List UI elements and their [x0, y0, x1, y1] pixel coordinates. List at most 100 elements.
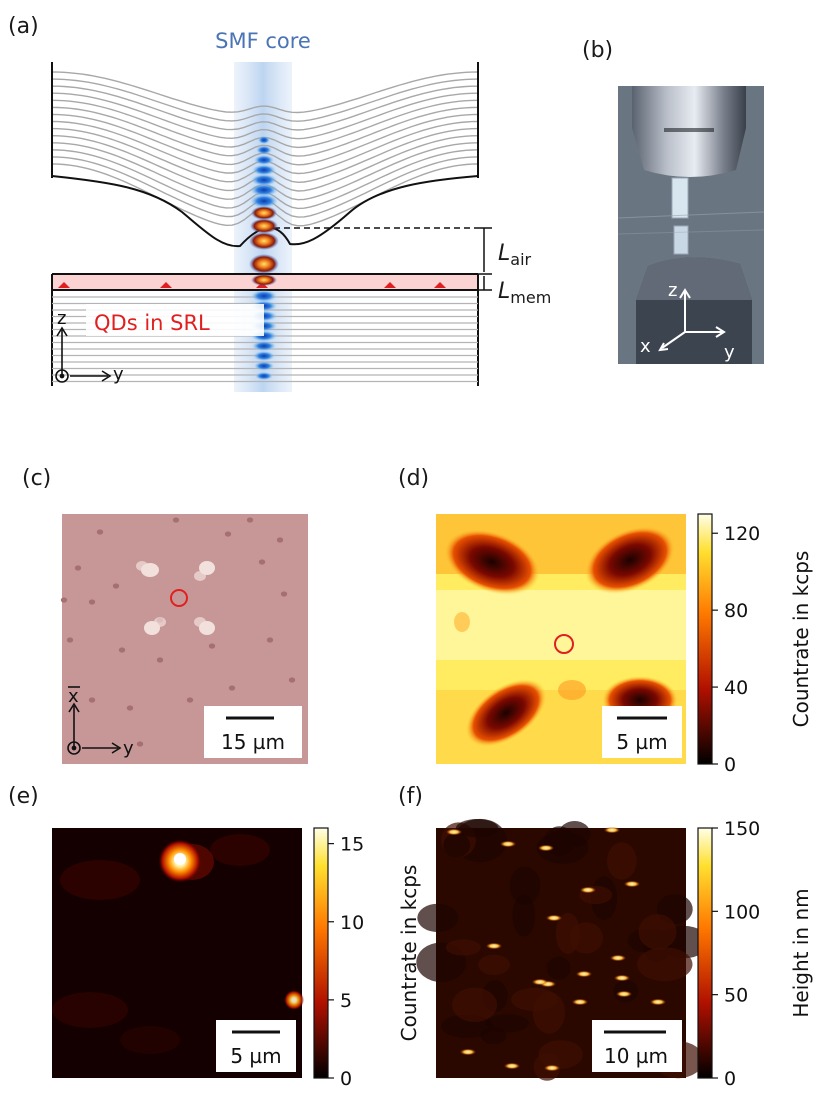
- afm-grain: [532, 991, 566, 1034]
- scalebar-box-e: [216, 1020, 296, 1072]
- mode-lobe: [255, 372, 273, 380]
- dark-region: [465, 679, 547, 747]
- surface-defects: [60, 517, 296, 747]
- qd-dot: [572, 998, 588, 1006]
- mode-lobe: [251, 274, 277, 286]
- axis-indicator-a: [55, 326, 112, 383]
- panel-a-schematic: Lair Lmem SMF core QDs in SRL z y: [51, 29, 551, 392]
- panel-label-c: (c): [22, 466, 52, 491]
- colorbar-label-d: Countrate in kcps: [789, 551, 813, 728]
- quantum-dot-topography: [446, 826, 666, 1072]
- scalebar-box-f: [592, 1020, 682, 1072]
- colorbar-tick-label: 5: [340, 990, 352, 1012]
- defect-dot: [96, 529, 104, 535]
- colorbar-tick-label: 100: [724, 901, 760, 923]
- layer-line: [52, 85, 478, 131]
- colorbar-d: [697, 513, 713, 765]
- afm-grain: [606, 842, 637, 880]
- axis-indicator-c: [67, 686, 122, 755]
- panel-b-photo: z x y: [617, 86, 765, 364]
- bright-qd-core: [174, 853, 186, 865]
- defect-dot: [66, 637, 74, 643]
- afm-grain: [480, 1027, 507, 1045]
- defect-dot: [288, 677, 296, 683]
- colorbar-tick-label: 15: [340, 834, 364, 856]
- afm-grain: [455, 819, 499, 838]
- colorbar-tick-label: 80: [724, 600, 748, 622]
- panel-f-afm-map: 10 µm 0 50 100 150 Height in nm: [416, 818, 813, 1090]
- qd-dot: [504, 1062, 520, 1070]
- qd-dot: [500, 840, 516, 848]
- layer-line: [51, 71, 479, 114]
- afm-grain: [636, 947, 693, 982]
- qd-label: QDs in SRL: [94, 311, 210, 335]
- target-marker: [170, 589, 188, 607]
- mode-lobe: [254, 155, 274, 165]
- scalebar-box-d: [602, 706, 682, 758]
- fiber-lower: [673, 225, 689, 255]
- mode-lobe: [253, 351, 275, 361]
- colorbar-e: [313, 827, 329, 1079]
- afm-texture: [416, 818, 710, 1081]
- defect-dot: [172, 517, 180, 523]
- afm-grain: [512, 894, 536, 937]
- panel-e-pl-map: 5 µm 0 5 10 15 Countrate in kcps: [52, 827, 421, 1090]
- colorbar-tick-label: 50: [724, 985, 748, 1007]
- scalebar-label-d: 5 µm: [616, 730, 667, 754]
- colorbar-ticks-e: 0 5 10 15: [328, 834, 364, 1090]
- upper-ferrule-tip: [632, 128, 746, 177]
- panel-d-pl-map: 5 µm 0 40 80 120 Countrate in kcps: [436, 513, 813, 776]
- scalebar-label-c: 15 µm: [221, 730, 285, 754]
- panel-label-b: (b): [582, 38, 614, 63]
- mode-lobe: [251, 174, 277, 186]
- colorbar-tick-label: 120: [724, 523, 760, 545]
- qd-dot: [486, 942, 502, 950]
- panel-label-f: (f): [398, 784, 423, 809]
- qd-dot: [544, 1064, 560, 1072]
- upper-ferrule: [632, 86, 746, 128]
- mode-lobe: [249, 254, 279, 274]
- l-air-label: Lair: [498, 241, 532, 269]
- alignment-marker-cross: [136, 561, 215, 635]
- axis-z-label: z: [57, 308, 66, 329]
- colorbar-tick-label: 10: [340, 912, 364, 934]
- axis-y-label: y: [113, 364, 124, 385]
- defect-dot: [156, 657, 164, 663]
- scalebar-box-c: [204, 706, 302, 758]
- afm-grain: [478, 954, 510, 975]
- mode-lobe: [254, 361, 274, 371]
- axis-x-label-c: x: [68, 686, 79, 707]
- qd-dot: [650, 998, 666, 1006]
- qd-dot: [460, 1048, 476, 1056]
- layer-line: [51, 92, 479, 140]
- afm-grain: [555, 912, 581, 955]
- fiber-upper: [671, 177, 689, 219]
- qd-dot: [576, 970, 592, 978]
- afm-grain: [509, 866, 541, 905]
- l-air-bracket: [478, 227, 492, 291]
- mode-lobe: [258, 136, 270, 144]
- defect-dot: [88, 599, 96, 605]
- axis-indicator-b: [658, 288, 726, 352]
- afm-grain: [546, 956, 571, 980]
- panel-label-d: (d): [398, 466, 430, 491]
- mode-lobe: [251, 290, 277, 302]
- panel-c-microscope-image: 15 µm x y: [60, 514, 308, 764]
- qd-dot: [446, 828, 462, 836]
- scalebar-label-f: 10 µm: [604, 1044, 668, 1068]
- layer-line: [51, 78, 479, 122]
- colorbar-tick-label: 40: [724, 677, 748, 699]
- photo-axis-z: z: [668, 280, 677, 301]
- photo-axis-x: x: [640, 336, 651, 357]
- defect-dot: [186, 697, 194, 703]
- defect-dot: [88, 697, 96, 703]
- qd-marker: [160, 282, 172, 288]
- mode-lobe: [250, 218, 278, 234]
- colorbar-tick-label: 0: [724, 754, 736, 776]
- mode-lobe: [252, 341, 276, 351]
- defect-dot: [136, 741, 144, 747]
- colorbar-ticks-d: 0 40 80 120: [712, 523, 760, 776]
- defect-dot: [228, 685, 236, 691]
- colorbar-tick-label: 150: [724, 818, 760, 840]
